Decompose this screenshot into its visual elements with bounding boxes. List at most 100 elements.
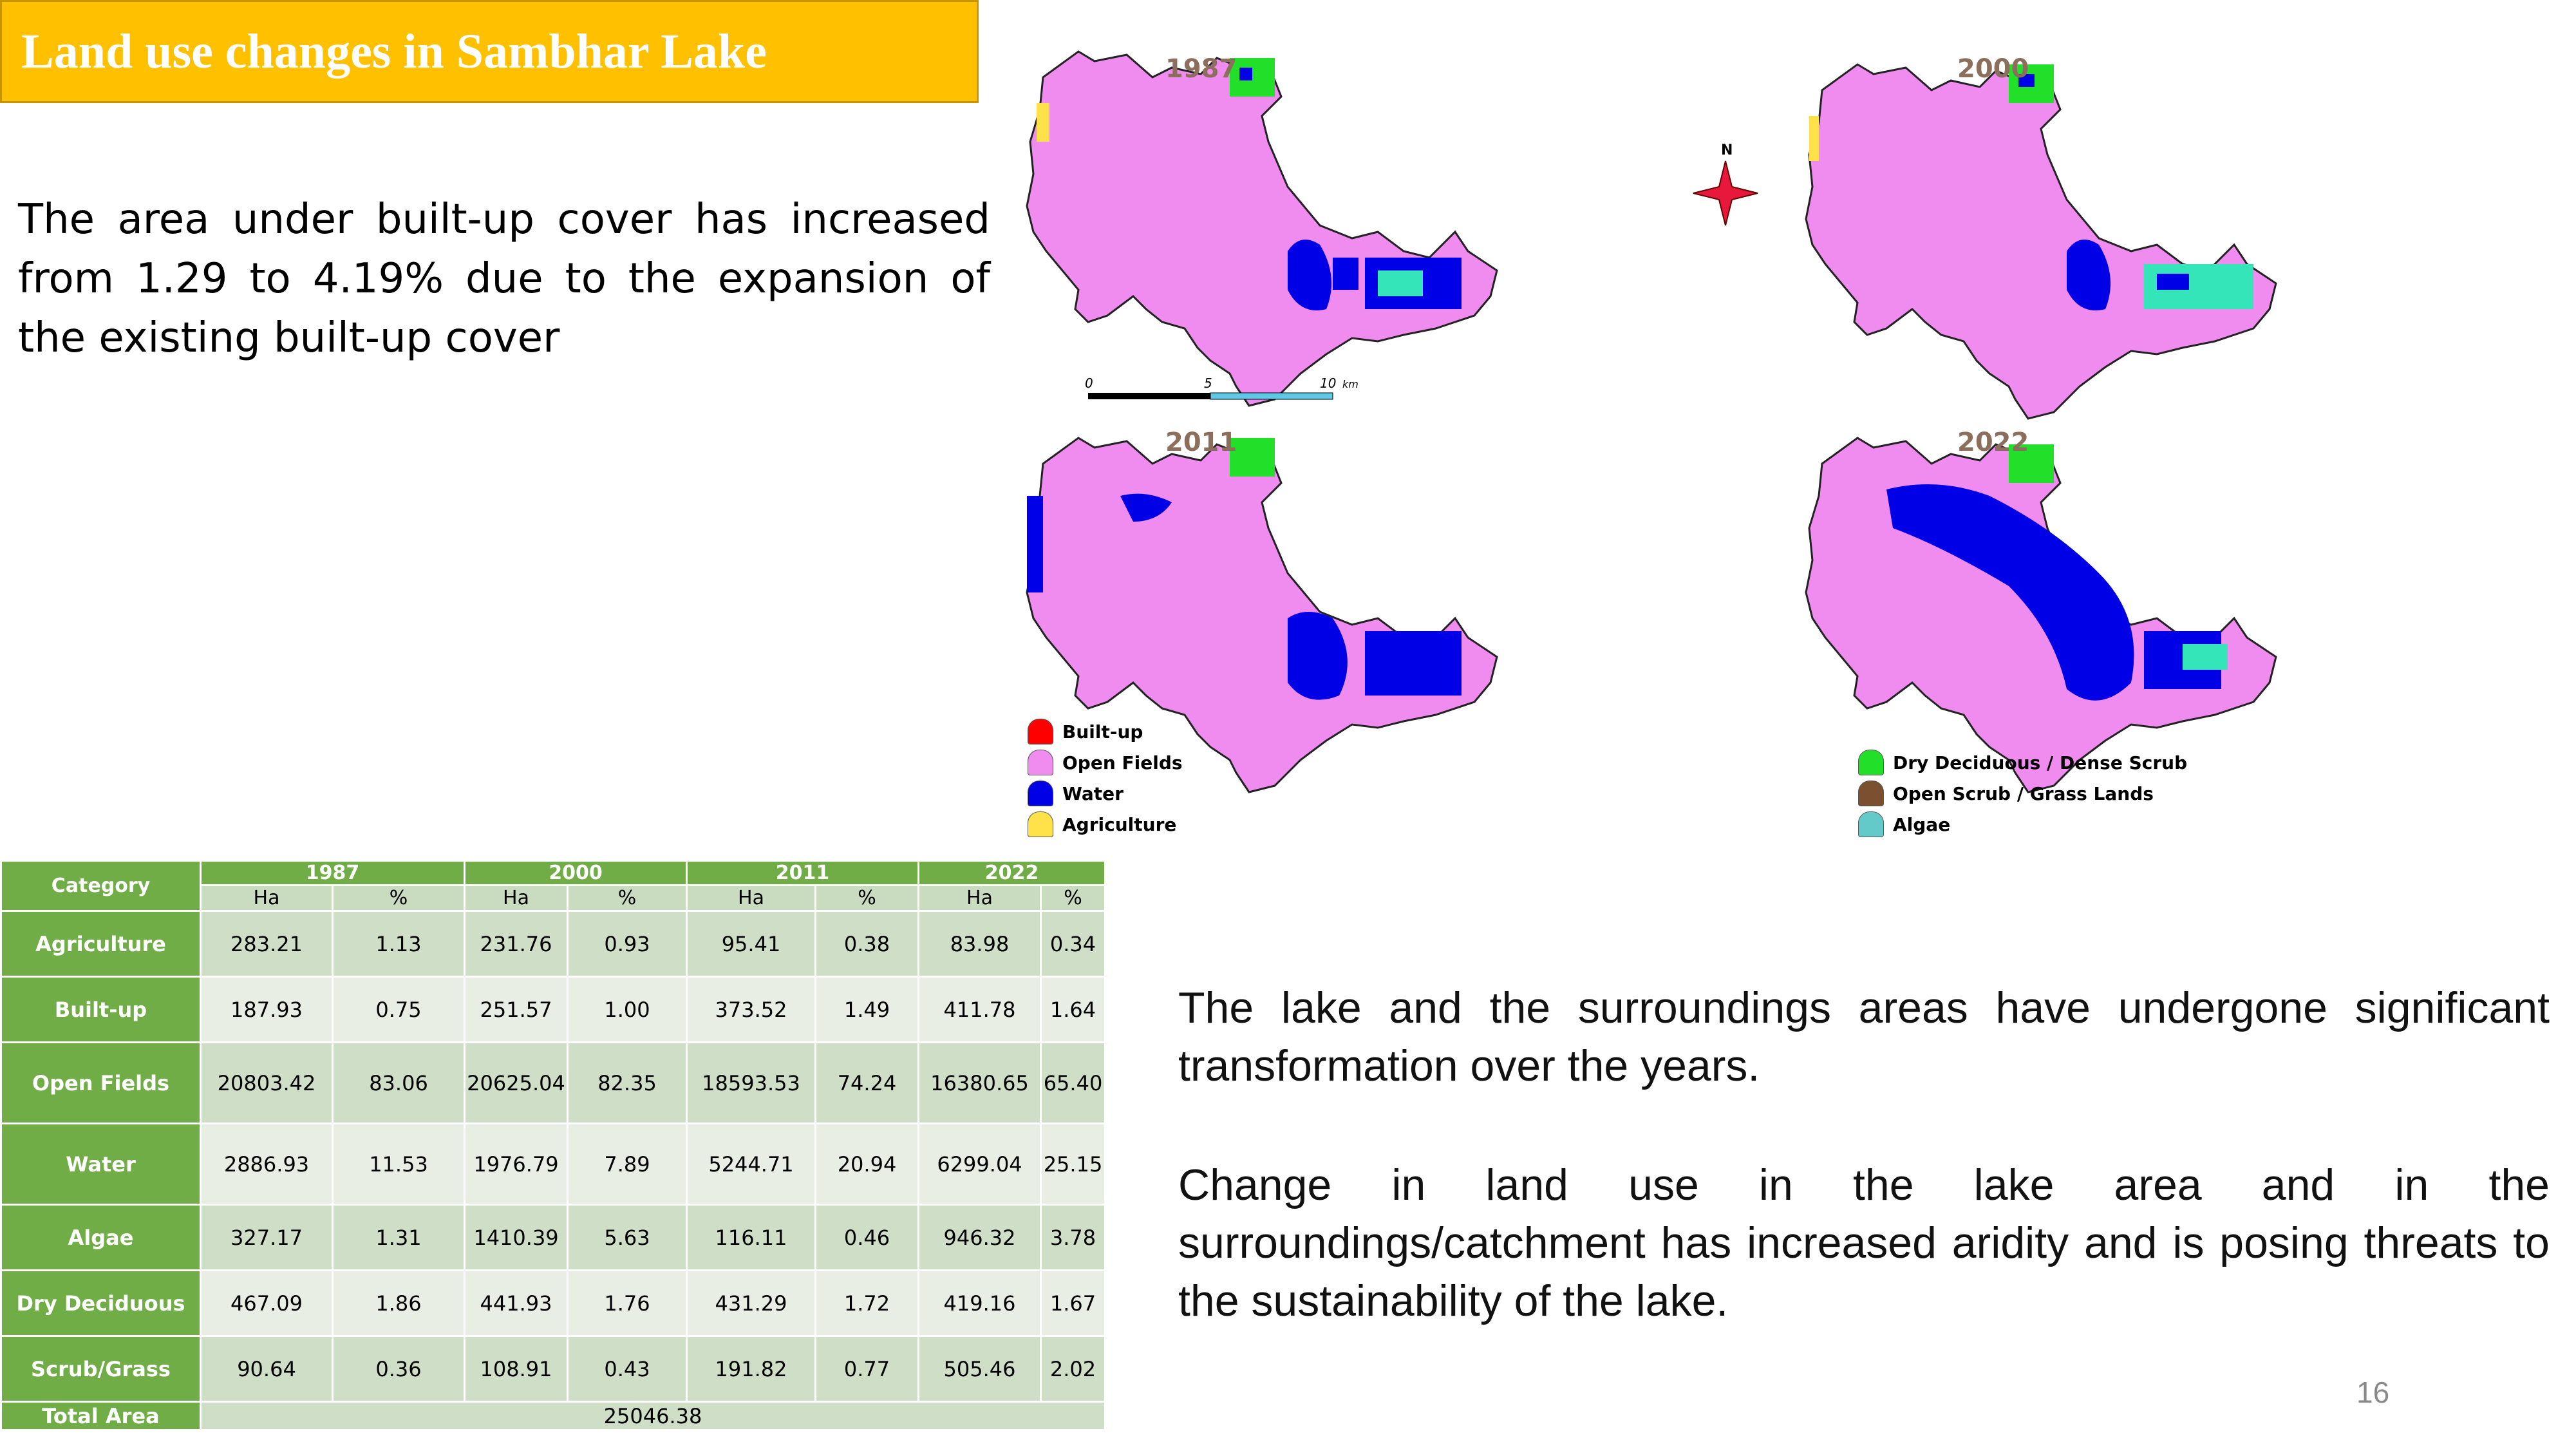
- year-header-2011: 2011: [686, 860, 919, 886]
- row-category: Agriculture: [0, 910, 202, 978]
- table-cell: 419.16: [917, 1269, 1042, 1337]
- table-cell: 20.94: [814, 1122, 919, 1206]
- legend-label: Algae: [1893, 813, 1951, 835]
- table-row: Scrub/Grass 90.64 0.36 108.91 0.43 191.82 0.77…: [0, 1335, 1106, 1403]
- year-label-1987: 1987: [1165, 54, 1237, 84]
- table-cell: 1.86: [332, 1269, 465, 1337]
- legend-right: Dry Deciduous / Dense Scrub Open Scrub / …: [1858, 747, 2187, 840]
- table-cell: 1.67: [1040, 1269, 1106, 1337]
- year-label-2011: 2011: [1165, 428, 1237, 457]
- scale-end: 10: [1320, 375, 1336, 391]
- sub-pct: %: [567, 884, 688, 912]
- table-cell: 83.06: [332, 1041, 465, 1124]
- legend-item: Built-up: [1028, 716, 1183, 747]
- legend-swatch: [1028, 719, 1053, 744]
- map-2000: 2000: [1805, 54, 2277, 420]
- table-cell: 946.32: [917, 1204, 1042, 1271]
- table-cell: 20625.04: [464, 1041, 569, 1124]
- table-cell: 1.64: [1040, 976, 1106, 1043]
- row-category: Open Fields: [0, 1041, 202, 1124]
- total-area-value: 25046.38: [200, 1401, 1106, 1431]
- table-row: Algae 327.17 1.31 1410.39 5.63 116.11 0.46 946.…: [0, 1204, 1106, 1271]
- legend-swatch: [1858, 750, 1884, 775]
- land-use-table: Category 1987 2000 2011 2022 Ha % Ha % H…: [0, 860, 1106, 1431]
- sub-pct: %: [332, 884, 465, 912]
- row-category: Dry Deciduous: [0, 1269, 202, 1337]
- table-cell: 0.75: [332, 976, 465, 1043]
- table-cell: 2886.93: [200, 1122, 334, 1206]
- legend-label: Dry Deciduous / Dense Scrub: [1893, 752, 2188, 773]
- year-label-2000: 2000: [1957, 54, 2029, 84]
- legend-item: Agriculture: [1028, 809, 1183, 840]
- legend-label: Open Fields: [1062, 752, 1183, 773]
- table-cell: 373.52: [686, 976, 816, 1043]
- legend-swatch: [1858, 811, 1884, 837]
- table-cell: 251.57: [464, 976, 569, 1043]
- category-header: Category: [0, 860, 202, 912]
- maps-svg: 1987 2000 2011: [1026, 50, 2277, 793]
- page-number: 16: [2356, 1376, 2390, 1409]
- table-row: Built-up 187.93 0.75 251.57 1.00 373.52 1.49 41…: [0, 976, 1106, 1043]
- intro-text: The area under built-up cover has increa…: [18, 196, 990, 362]
- table-cell: 2.02: [1040, 1335, 1106, 1403]
- paragraph-aridity: Change in land use in the lake area and …: [1178, 1160, 2550, 1325]
- table-cell: 0.46: [814, 1204, 919, 1271]
- table-cell: 1.13: [332, 910, 465, 978]
- table-cell: 6299.04: [917, 1122, 1042, 1206]
- table-cell: 1.00: [567, 976, 688, 1043]
- table-cell: 3.78: [1040, 1204, 1106, 1271]
- table-cell: 431.29: [686, 1269, 816, 1337]
- legend-item: Water: [1028, 778, 1183, 809]
- map-1987: 1987: [1026, 50, 1498, 407]
- table-cell: 90.64: [200, 1335, 334, 1403]
- table-row: Open Fields 20803.42 83.06 20625.04 82.35 185…: [0, 1041, 1106, 1124]
- legend-label: Water: [1062, 782, 1123, 804]
- legend-swatch: [1028, 811, 1053, 837]
- sub-ha: Ha: [200, 884, 334, 912]
- total-area-label: Total Area: [0, 1401, 202, 1431]
- table-cell: 25.15: [1040, 1122, 1106, 1206]
- table-cell: 0.77: [814, 1335, 919, 1403]
- map-2011: 2011: [1026, 428, 1498, 793]
- legend-label: Built-up: [1062, 721, 1143, 743]
- scale-unit: km: [1342, 378, 1359, 390]
- table-row: Water 2886.93 11.53 1976.79 7.89 5244.71 20.94…: [0, 1122, 1106, 1206]
- scale-zero: 0: [1085, 375, 1093, 391]
- sub-ha: Ha: [686, 884, 816, 912]
- table-row: Dry Deciduous 467.09 1.86 441.93 1.76 431.29 1…: [0, 1269, 1106, 1337]
- legend-item: Dry Deciduous / Dense Scrub: [1858, 747, 2187, 778]
- table-cell: 327.17: [200, 1204, 334, 1271]
- table-cell: 1410.39: [464, 1204, 569, 1271]
- sub-pct: %: [814, 884, 919, 912]
- table-cell: 0.34: [1040, 910, 1106, 978]
- table-cell: 1976.79: [464, 1122, 569, 1206]
- table-cell: 0.38: [814, 910, 919, 978]
- legend-swatch: [1028, 750, 1053, 775]
- sub-pct: %: [1040, 884, 1106, 912]
- title-banner: Land use changes in Sambhar Lake: [0, 0, 979, 103]
- table-cell: 191.82: [686, 1335, 816, 1403]
- land-use-maps: 1987 2000 2011: [1004, 26, 2575, 863]
- table-cell: 411.78: [917, 976, 1042, 1043]
- legend-swatch: [1028, 781, 1053, 806]
- table-cell: 95.41: [686, 910, 816, 978]
- table-cell: 0.36: [332, 1335, 465, 1403]
- table-cell: 16380.65: [917, 1041, 1042, 1124]
- row-category: Water: [0, 1122, 202, 1206]
- table-cell: 467.09: [200, 1269, 334, 1337]
- legend-left: Built-up Open Fields Water Agriculture: [1028, 716, 1183, 840]
- table-cell: 20803.42: [200, 1041, 334, 1124]
- north-arrow-icon: N: [1693, 142, 1758, 226]
- scale-bar: 0 5 10 km: [1085, 375, 1359, 400]
- table-cell: 82.35: [567, 1041, 688, 1124]
- row-category: Algae: [0, 1204, 202, 1271]
- table-cell: 1.49: [814, 976, 919, 1043]
- north-label: N: [1721, 142, 1733, 158]
- table-cell: 5244.71: [686, 1122, 816, 1206]
- table-cell: 0.43: [567, 1335, 688, 1403]
- legend-swatch: [1858, 781, 1884, 806]
- table-cell: 18593.53: [686, 1041, 816, 1124]
- legend-label: Agriculture: [1062, 813, 1177, 835]
- table-cell: 11.53: [332, 1122, 465, 1206]
- sub-ha: Ha: [917, 884, 1042, 912]
